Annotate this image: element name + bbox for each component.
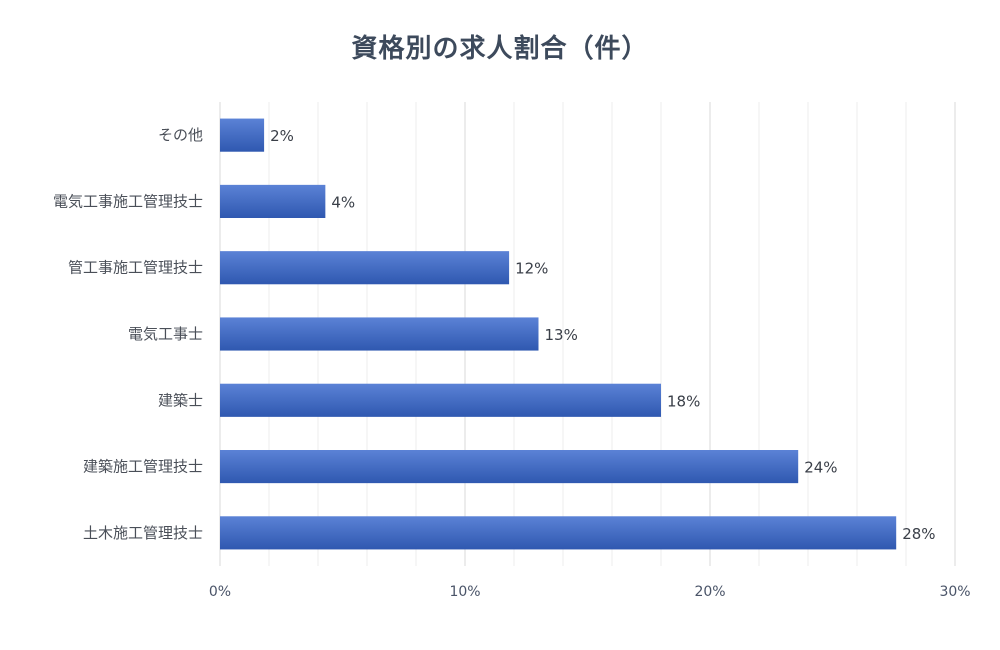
bar — [220, 184, 326, 218]
value-label: 12% — [515, 260, 548, 278]
category-label: 建築施工管理技士 — [83, 458, 203, 476]
bar — [220, 118, 265, 152]
category-label: 電気工事施工管理技士 — [53, 192, 203, 210]
category-label: その他 — [158, 126, 203, 144]
x-tick-label: 20% — [694, 584, 725, 600]
x-tick-label: 10% — [449, 584, 480, 600]
x-tick-label: 30% — [939, 584, 970, 600]
value-label: 18% — [667, 392, 700, 410]
bar — [220, 450, 799, 484]
x-tick-label: 0% — [209, 584, 231, 600]
chart-title: 資格別の求人割合（件） — [351, 34, 649, 64]
value-label: 24% — [804, 459, 837, 477]
bar — [220, 383, 661, 417]
bar — [220, 317, 539, 351]
value-label: 28% — [902, 525, 935, 543]
category-label: 土木施工管理技士 — [83, 524, 203, 542]
value-label: 13% — [545, 326, 578, 344]
category-label: 管工事施工管理技士 — [68, 259, 203, 277]
value-label: 2% — [270, 127, 294, 145]
bar — [220, 251, 510, 285]
bar — [220, 516, 897, 550]
category-label: 建築士 — [158, 391, 203, 409]
category-label: 電気工事士 — [128, 325, 203, 343]
value-label: 4% — [331, 193, 355, 211]
